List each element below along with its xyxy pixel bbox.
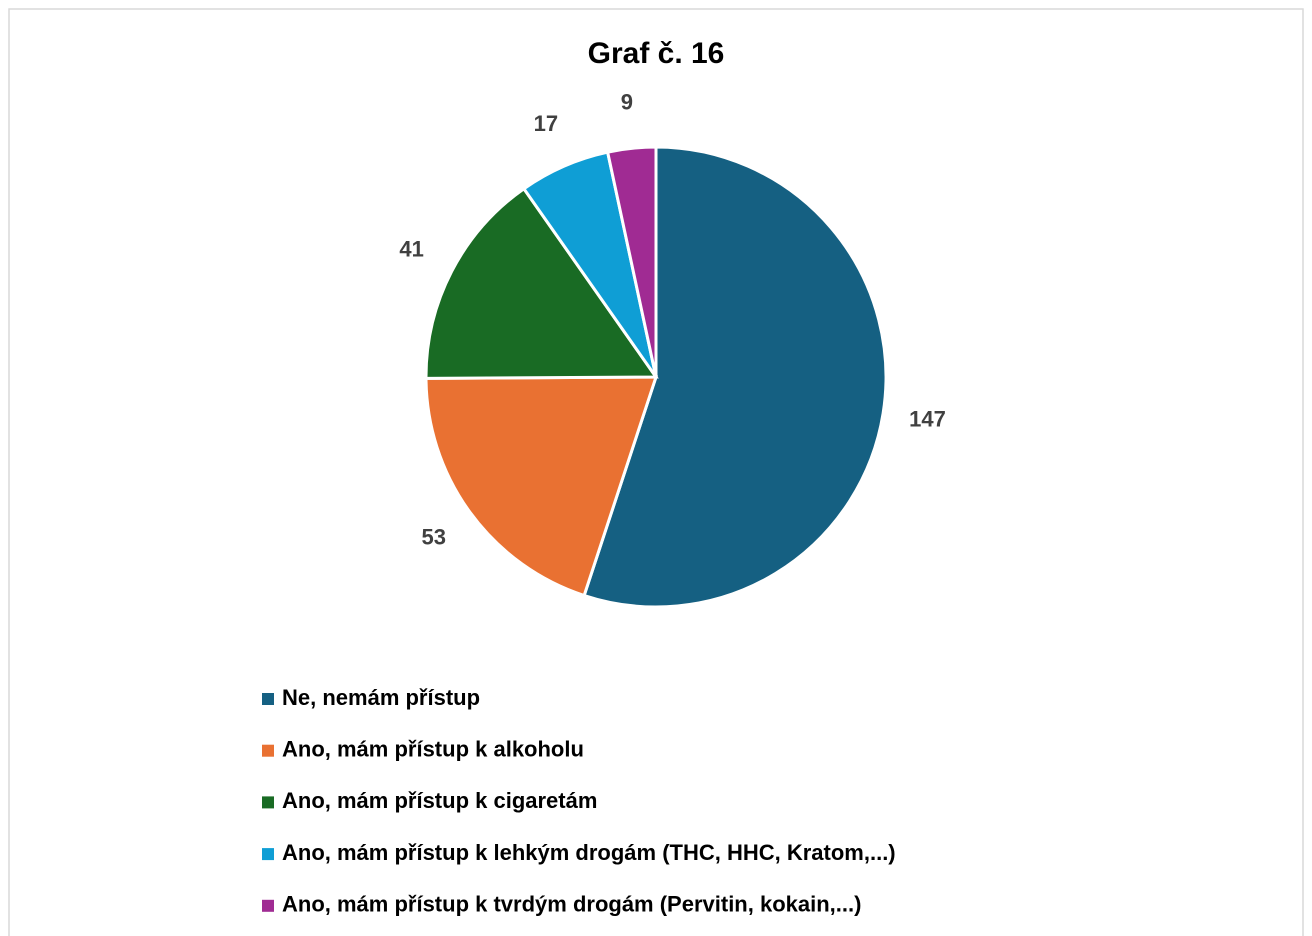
data-label: 9: [621, 89, 633, 114]
data-label: 147: [909, 406, 946, 431]
legend-label: Ano, mám přístup k tvrdým drogám (Pervit…: [282, 892, 861, 917]
legend-swatch: [262, 744, 274, 757]
pie-slice: [424, 375, 659, 598]
pie-slice: [582, 145, 888, 609]
data-label: 41: [399, 237, 423, 262]
data-label: 17: [534, 111, 558, 136]
chart-title: Graf č. 16: [588, 37, 725, 70]
legend-swatch: [262, 848, 274, 861]
legend-swatch: [262, 899, 274, 912]
legend-label: Ano, mám přístup k lehkým drogám (THC, H…: [282, 840, 896, 865]
data-label: 53: [421, 525, 445, 550]
legend-label: Ano, mám přístup k alkoholu: [282, 737, 584, 762]
legend-swatch: [262, 796, 274, 809]
legend-swatch: [262, 693, 274, 705]
pie-slice: [424, 186, 659, 380]
legend-label: Ano, mám přístup k cigaretám: [282, 788, 597, 813]
pie-slice: [605, 145, 658, 378]
legend-label: Ne, nemám přístup: [282, 685, 480, 710]
